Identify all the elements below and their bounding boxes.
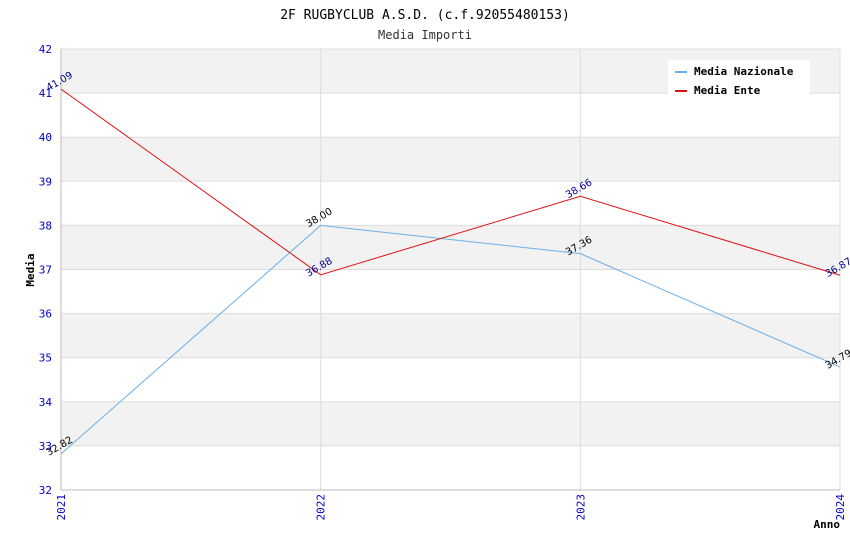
- series-line-media-nazionale: [60, 224, 841, 455]
- x-tick-label: 2024: [834, 494, 847, 521]
- y-tick-label: 42: [39, 43, 52, 56]
- axes: [60, 49, 840, 491]
- y-tick-label: 32: [39, 484, 52, 497]
- x-axis-ticks: 2021 2022 2023 2024: [55, 494, 847, 521]
- y-tick-label: 40: [39, 131, 52, 144]
- y-tick-label: 34: [39, 396, 53, 409]
- y-tick-label: 39: [39, 175, 52, 188]
- data-label: 32.82: [45, 435, 75, 459]
- y-tick-label: 33: [39, 440, 52, 453]
- y-tick-label: 37: [39, 264, 52, 277]
- y-tick-label: 35: [39, 352, 52, 365]
- x-tick-label: 2023: [574, 494, 587, 521]
- y-axis-label: Media: [24, 253, 37, 286]
- x-tick-label: 2021: [55, 494, 68, 521]
- legend-label-media-ente: Media Ente: [694, 84, 761, 97]
- grid-band: [61, 137, 840, 182]
- legend-label-media-nazionale: Media Nazionale: [694, 65, 794, 78]
- y-tick-label: 41: [39, 87, 52, 100]
- x-axis-label: Anno: [814, 518, 841, 531]
- x-tick-label: 2022: [315, 494, 328, 521]
- grid-band: [61, 313, 840, 358]
- grid-band: [61, 401, 840, 446]
- y-tick-label: 38: [39, 219, 52, 232]
- chart-title: 2F RUGBYCLUB A.S.D. (c.f.92055480153): [280, 8, 570, 23]
- series-line-media-ente: [60, 88, 841, 276]
- chart-subtitle: Media Importi: [378, 28, 472, 42]
- legend: Media Nazionale Media Ente: [668, 60, 810, 97]
- grid-band: [61, 225, 840, 270]
- y-axis-ticks: 32 33 34 35 36 37 38 39 40 41 42: [39, 43, 53, 497]
- grid-bands: [61, 49, 840, 446]
- series-lines: [60, 88, 841, 455]
- y-tick-label: 36: [39, 308, 52, 321]
- legend-box: [668, 60, 810, 96]
